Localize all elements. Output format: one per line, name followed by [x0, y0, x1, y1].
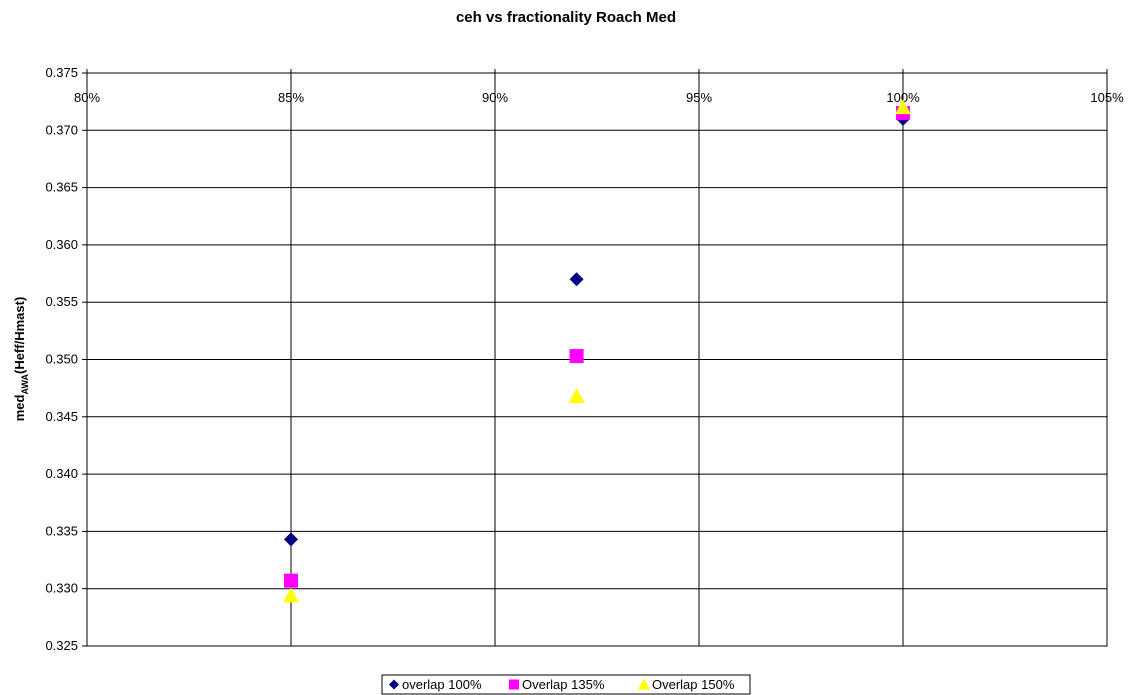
legend-box — [381, 674, 751, 695]
data-point-triangle — [895, 99, 911, 115]
data-point-diamond — [569, 272, 584, 287]
legend: overlap 100% Overlap 135% Overlap 150% — [381, 674, 751, 695]
y-tick-label: 0.365 — [45, 180, 78, 195]
x-tick-label: 80% — [74, 90, 100, 105]
legend-marker-diamond — [389, 679, 399, 690]
y-tick-label: 0.340 — [45, 466, 78, 481]
grid-lines — [82, 69, 1108, 647]
series-3 — [283, 99, 911, 603]
data-point-triangle — [283, 587, 299, 603]
y-axis-label-sub: AWA — [20, 374, 30, 395]
x-axis-tick-labels: 80% 85% 90% 95% 100% 105% — [74, 90, 1124, 105]
y-tick-label: 0.355 — [45, 294, 78, 309]
y-axis-label-main: med — [12, 394, 27, 421]
y-tick-label: 0.360 — [45, 237, 78, 252]
chart-title: ceh vs fractionality Roach Med — [456, 9, 676, 26]
legend-label: overlap 100% — [402, 677, 482, 692]
y-axis-tick-labels: 0.325 0.330 0.335 0.340 0.345 0.350 0.355 0.360… — [45, 65, 78, 653]
y-tick-label: 0.335 — [45, 523, 78, 538]
y-tick-label: 0.330 — [45, 581, 78, 596]
legend-label: Overlap 135% — [522, 677, 605, 692]
plot-area — [86, 72, 1108, 647]
x-tick-label: 90% — [482, 90, 508, 105]
legend-marker-square — [509, 679, 519, 690]
data-point-square — [569, 349, 584, 364]
y-tick-label: 0.370 — [45, 122, 78, 137]
x-tick-label: 105% — [1090, 90, 1124, 105]
legend-item: Overlap 150% — [638, 677, 735, 692]
legend-label: Overlap 150% — [652, 677, 735, 692]
data-point-square — [284, 573, 298, 588]
y-tick-label: 0.345 — [45, 409, 78, 424]
series-1 — [284, 111, 910, 547]
y-axis-label-rest: (Heff/Hmast) — [12, 297, 27, 374]
data-point-diamond — [284, 532, 298, 547]
legend-item: Overlap 135% — [509, 677, 605, 692]
y-tick-label: 0.350 — [45, 352, 78, 367]
y-tick-label: 0.375 — [45, 65, 78, 80]
series-2 — [284, 106, 910, 588]
legend-marker-triangle — [638, 678, 650, 690]
data-point-triangle — [568, 388, 585, 403]
y-axis-label: medAWA(Heff/Hmast) — [12, 297, 30, 422]
x-tick-label: 95% — [686, 90, 712, 105]
y-tick-label: 0.325 — [45, 638, 78, 653]
x-tick-label: 85% — [278, 90, 304, 105]
data-points — [283, 99, 911, 603]
x-tick-label: 100% — [886, 90, 920, 105]
legend-item: overlap 100% — [389, 677, 482, 692]
